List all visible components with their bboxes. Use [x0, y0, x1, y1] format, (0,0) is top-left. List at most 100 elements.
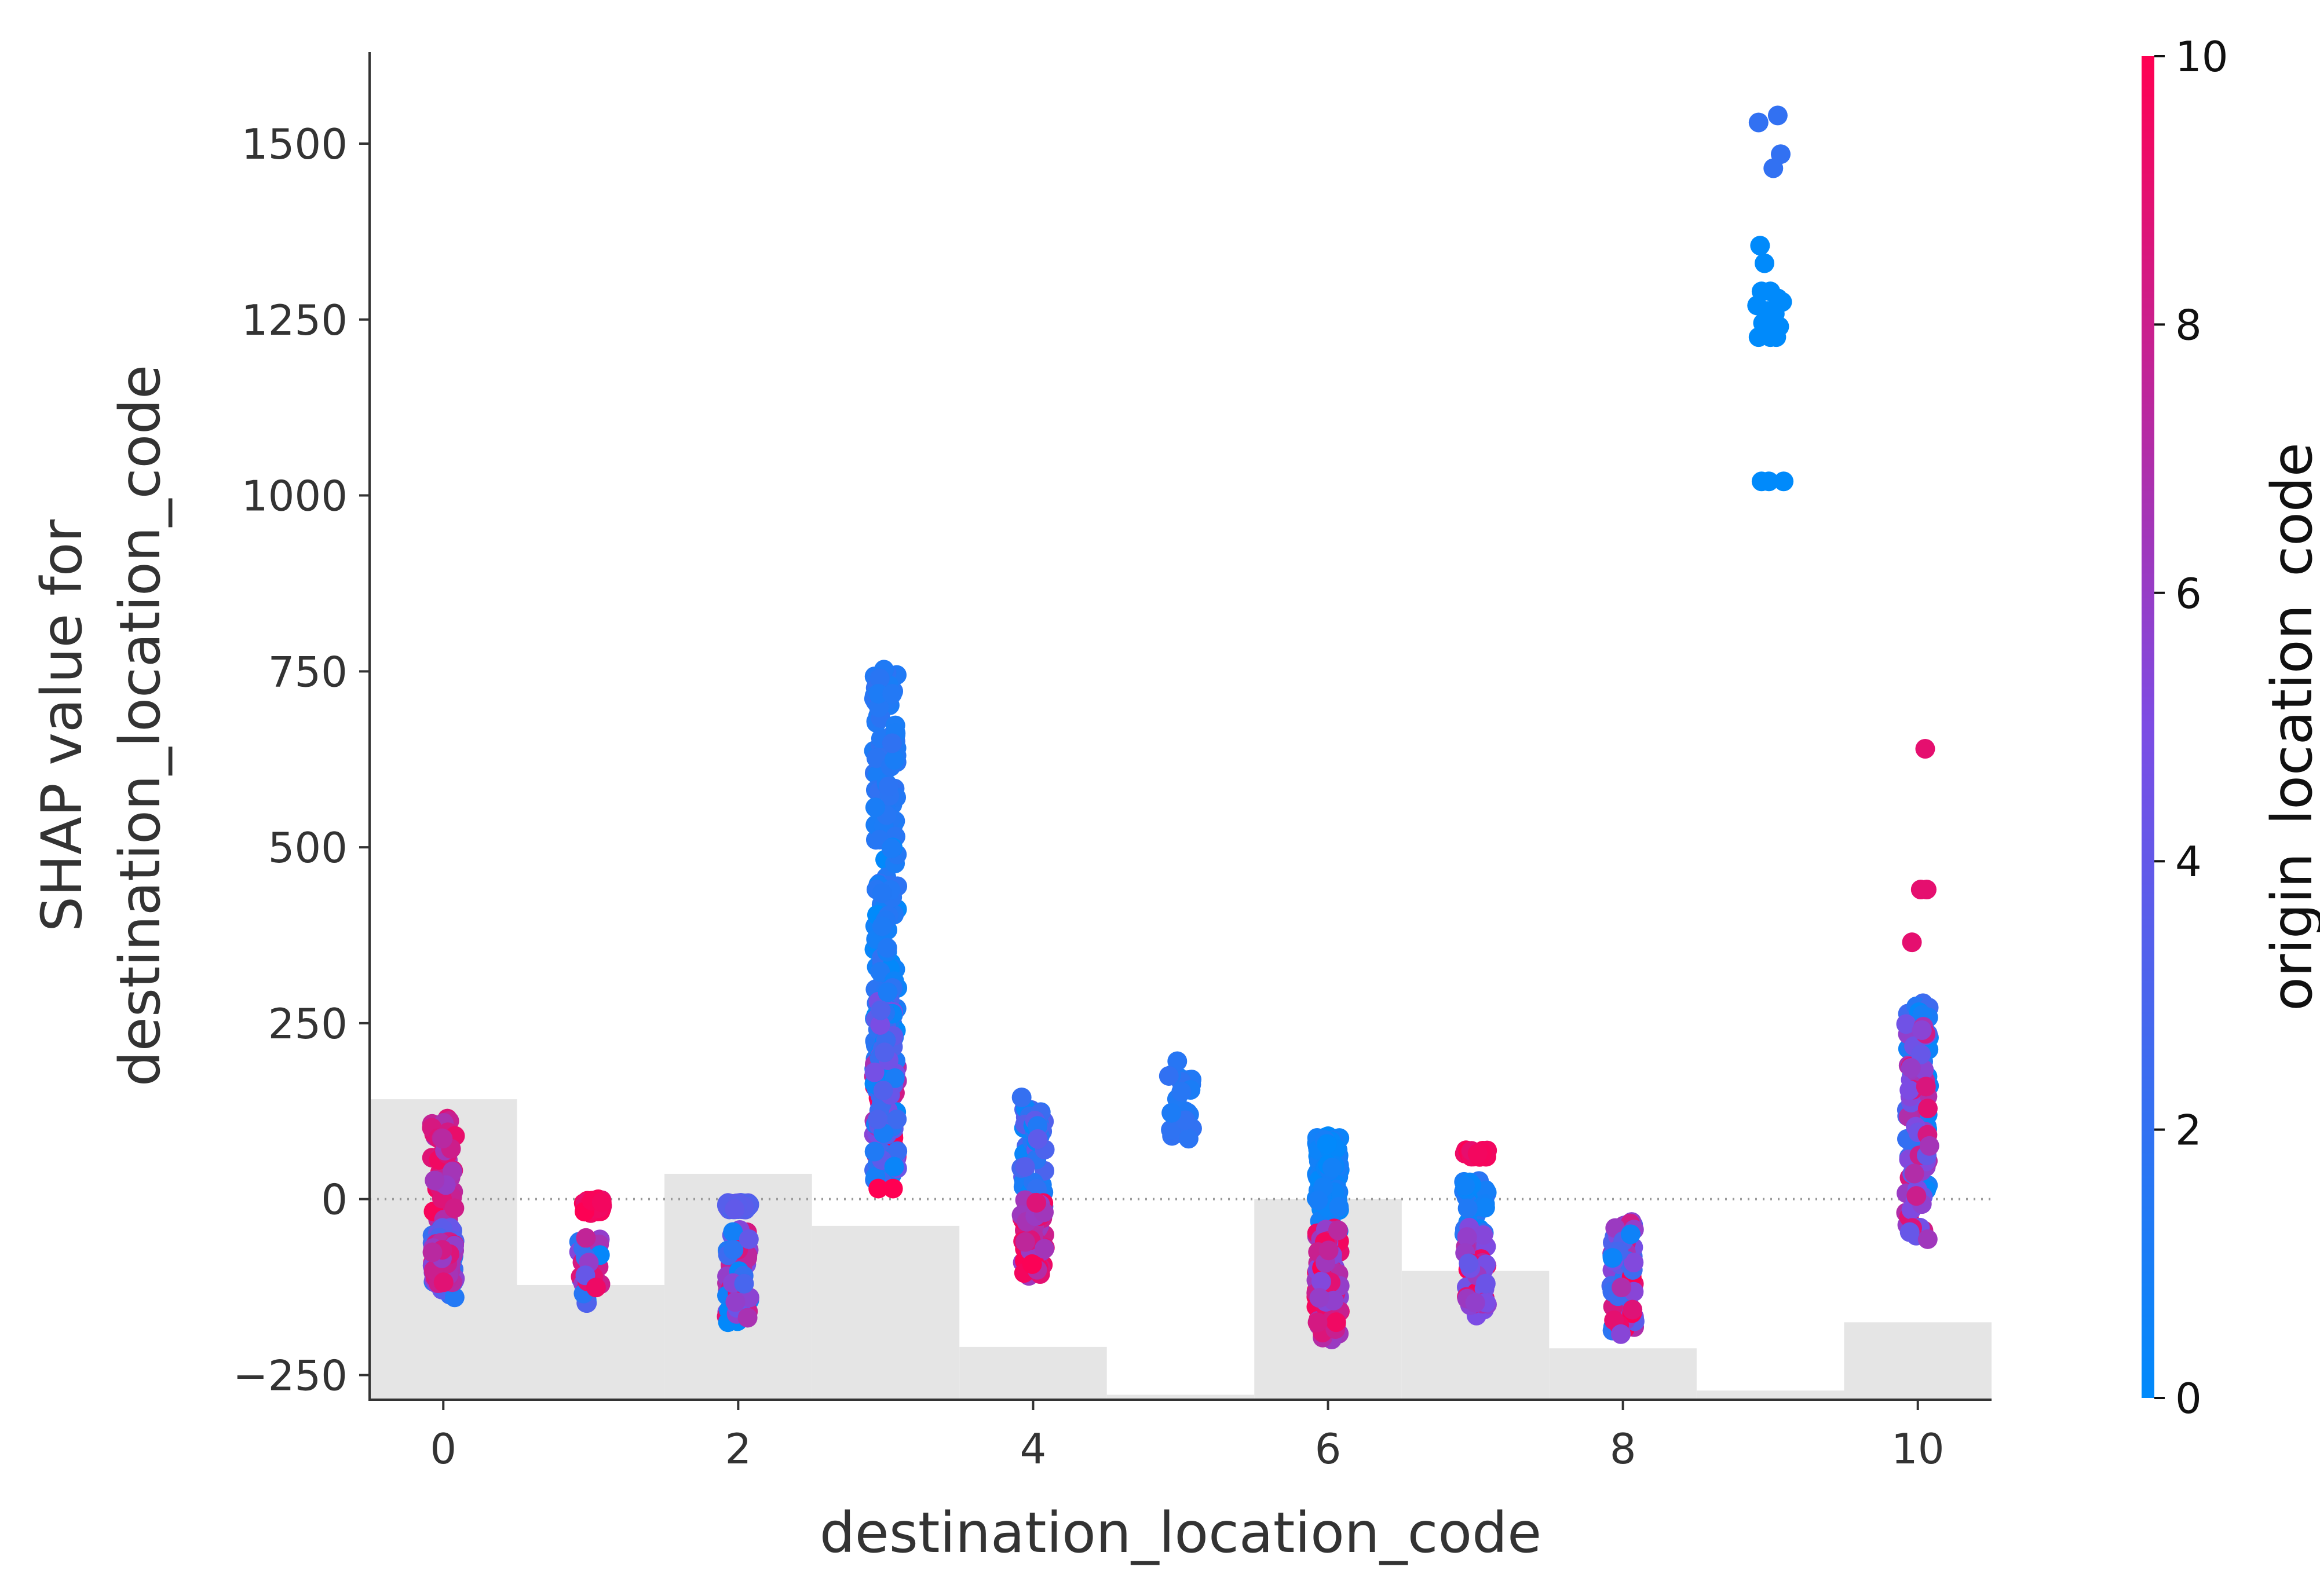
data-point: [868, 683, 889, 704]
data-point: [877, 938, 897, 958]
y-axis-title-line-2: destination_location_code: [108, 365, 173, 1086]
data-point: [1455, 1176, 1475, 1196]
data-point: [1317, 1134, 1337, 1154]
data-point: [1473, 1225, 1493, 1245]
data-point: [887, 1109, 907, 1129]
data-point: [1309, 1288, 1329, 1308]
data-point: [883, 1178, 903, 1199]
data-point: [1763, 158, 1784, 178]
data-point: [1022, 1254, 1042, 1274]
y-axis-title-line-1: SHAP value for: [30, 519, 94, 932]
data-point: [884, 1156, 904, 1177]
y-tick-label: 0: [321, 1176, 348, 1224]
data-point: [1015, 1157, 1035, 1177]
data-point: [1766, 327, 1786, 347]
data-point: [872, 916, 892, 936]
x-tick-label: 2: [725, 1425, 751, 1473]
colorbar-title: origin_location_code: [2260, 442, 2320, 1011]
data-point: [1457, 1227, 1477, 1247]
data-point: [1750, 236, 1770, 256]
data-point: [1326, 1312, 1346, 1333]
data-point: [865, 797, 885, 818]
data-point: [1467, 1144, 1488, 1164]
data-point: [887, 1141, 908, 1161]
colorbar-tick-label: 0: [2175, 1374, 2202, 1423]
data-point: [586, 1277, 606, 1298]
data-point: [1322, 1158, 1342, 1178]
histogram-bar-8: [1549, 1348, 1697, 1400]
data-point: [725, 1292, 746, 1312]
data-point: [1624, 1253, 1644, 1273]
data-point: [1178, 1129, 1199, 1149]
data-point: [433, 1129, 453, 1149]
data-point: [1919, 1136, 1939, 1156]
colorbar-tick-label: 8: [2175, 301, 2202, 349]
data-point: [724, 1240, 744, 1260]
data-point: [864, 1062, 885, 1082]
data-point: [1329, 1197, 1349, 1217]
data-point: [1906, 1186, 1927, 1206]
data-point: [1767, 105, 1788, 126]
data-point: [1167, 1051, 1188, 1071]
y-axis-ticks: −250 0 250 500 750 1000 1250 1500: [233, 120, 370, 1400]
colorbar-tick-label: 2: [2175, 1106, 2202, 1155]
data-point: [1899, 1222, 1920, 1242]
data-point: [864, 1141, 885, 1162]
data-point: [1916, 1077, 1936, 1097]
data-point: [878, 776, 898, 796]
data-point: [872, 883, 892, 903]
data-point: [1612, 1277, 1632, 1298]
data-point: [1011, 1087, 1032, 1107]
data-point: [868, 1178, 889, 1199]
data-point: [1902, 932, 1922, 953]
data-point: [1774, 471, 1794, 492]
data-point: [885, 1068, 905, 1088]
data-point: [1899, 1080, 1920, 1100]
data-point: [1755, 253, 1774, 273]
y-tick-label: 1000: [242, 472, 348, 521]
data-point: [591, 1192, 612, 1213]
data-point: [1475, 1198, 1495, 1218]
data-point: [1917, 1099, 1938, 1119]
data-point: [1759, 471, 1779, 492]
x-tick-label: 8: [1610, 1425, 1636, 1473]
data-point: [1161, 1103, 1182, 1123]
data-point: [873, 1081, 893, 1101]
colorbar-tick-label: 4: [2175, 837, 2202, 886]
data-point: [444, 1287, 465, 1308]
data-point: [1611, 1324, 1631, 1344]
data-point: [1034, 1239, 1054, 1259]
data-point: [734, 1273, 754, 1294]
y-tick-label: 1500: [242, 120, 348, 169]
data-point: [1475, 1273, 1496, 1294]
data-point: [1307, 1312, 1328, 1333]
data-point: [869, 668, 890, 689]
x-tick-label: 6: [1315, 1425, 1342, 1473]
data-point: [1896, 1014, 1916, 1034]
data-point: [1028, 1129, 1048, 1149]
data-point: [425, 1170, 445, 1191]
data-point: [576, 1228, 596, 1248]
data-point: [1457, 1198, 1478, 1218]
colorbar-tick-label: 6: [2175, 569, 2202, 618]
data-point: [1911, 1044, 1931, 1064]
x-tick-label: 0: [430, 1425, 456, 1473]
colorbar-ticks: 0 2 4 6 8 10: [2154, 32, 2228, 1423]
histogram-bar-5: [1106, 1394, 1255, 1400]
data-point: [870, 962, 890, 982]
data-point: [866, 748, 886, 768]
data-point: [1161, 1119, 1181, 1140]
colorbar-tick-label: 10: [2175, 32, 2228, 81]
data-point: [884, 750, 904, 770]
data-point: [1459, 1253, 1479, 1273]
data-point: [1159, 1066, 1179, 1086]
y-tick-label: −250: [233, 1351, 348, 1400]
x-tick-label: 4: [1020, 1425, 1047, 1473]
data-point: [1026, 1192, 1047, 1213]
y-tick-label: 250: [268, 1000, 348, 1048]
histogram-bar-4: [959, 1346, 1107, 1400]
data-point: [1748, 112, 1769, 133]
data-point: [1917, 880, 1937, 900]
data-point: [871, 1000, 891, 1020]
